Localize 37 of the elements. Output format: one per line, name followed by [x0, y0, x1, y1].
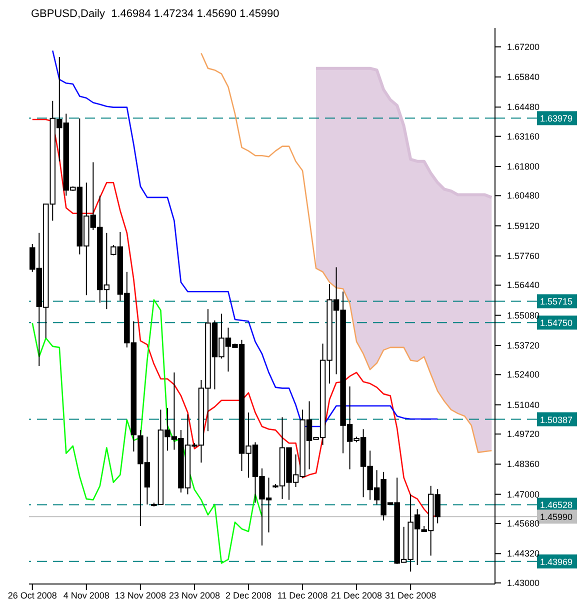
ref-line-label: 1.55715 — [540, 296, 573, 307]
line-series — [32, 299, 263, 564]
x-tick-label: 31 Dec 2008 — [385, 590, 436, 600]
y-tick-label: 1.52400 — [507, 370, 540, 380]
ref-line-label: 1.45990 — [540, 512, 573, 522]
x-tick-label: 13 Nov 2008 — [114, 590, 166, 600]
y-tick-label: 1.63160 — [507, 131, 540, 142]
ref-line-label: 1.50387 — [540, 414, 573, 425]
y-tick-label: 1.49720 — [507, 429, 540, 440]
x-tick-label: 26 Oct 2008 — [8, 590, 57, 600]
y-tick-label: 1.51040 — [507, 400, 540, 410]
y-tick-label: 1.59120 — [507, 220, 540, 231]
x-tick-label: 2 Dec 2008 — [225, 590, 272, 600]
y-tick-label: 1.65840 — [507, 72, 540, 82]
y-tick-label: 1.55080 — [507, 310, 540, 320]
y-tick-label: 1.61800 — [507, 161, 540, 172]
y-tick-label: 1.47000 — [507, 489, 540, 500]
y-tick-label: 1.44320 — [507, 548, 540, 559]
x-tick-label: 11 Dec 2008 — [277, 590, 328, 600]
y-tick-label: 1.60480 — [507, 190, 540, 201]
x-tick-label: 4 Nov 2008 — [63, 590, 110, 600]
y-tick-label: 1.67200 — [507, 42, 540, 52]
ref-line-label: 1.63979 — [540, 114, 573, 124]
ref-line-label: 1.54750 — [540, 318, 573, 328]
y-tick-label: 1.48360 — [507, 459, 540, 470]
y-tick-label: 1.53720 — [507, 340, 540, 350]
y-tick-label: 1.43000 — [507, 578, 540, 588]
line-series — [200, 52, 492, 454]
ref-line-label: 1.43969 — [540, 556, 573, 567]
ref-line-label: 1.46528 — [540, 500, 573, 510]
y-tick-label: 1.64480 — [507, 102, 540, 112]
y-tick-label: 1.45680 — [507, 518, 540, 529]
chart-title: GBPUSD,Daily 1.46984 1.47234 1.45690 1.45990 — [30, 8, 280, 22]
x-tick-label: 21 Dec 2008 — [331, 590, 382, 600]
y-tick-label: 1.57760 — [507, 250, 540, 261]
y-tick-label: 1.56440 — [507, 280, 540, 290]
x-tick-label: 23 Nov 2008 — [168, 590, 220, 600]
